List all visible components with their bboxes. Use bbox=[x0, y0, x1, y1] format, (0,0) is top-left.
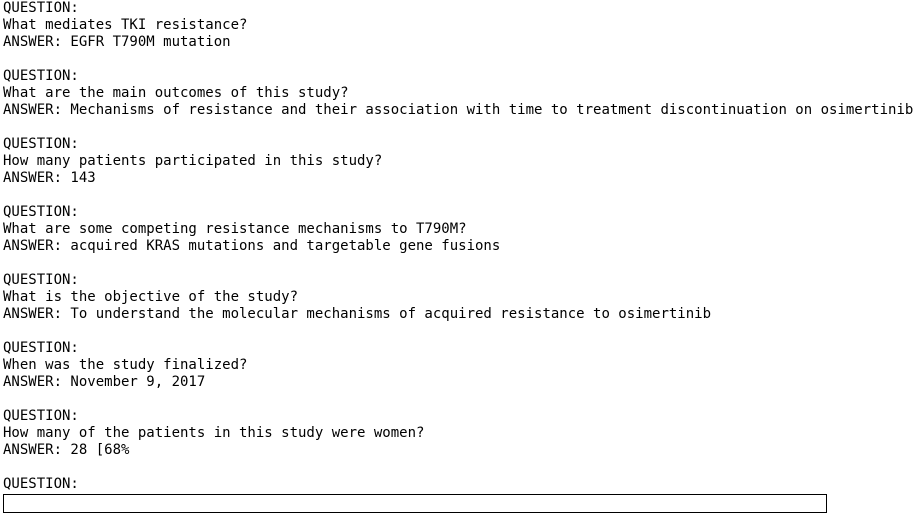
blank-line bbox=[3, 323, 916, 340]
question-label: QUESTION: bbox=[3, 136, 79, 152]
blank-line bbox=[3, 255, 916, 272]
question-text: How many patients participated in this s… bbox=[3, 153, 383, 169]
answer-text: ANSWER: 143 bbox=[3, 170, 96, 186]
blank-line bbox=[3, 187, 916, 204]
question-input[interactable] bbox=[3, 494, 827, 513]
blank-line bbox=[3, 51, 916, 68]
qa-item: QUESTION: What are some competing resista… bbox=[3, 204, 916, 272]
question-text: How many of the patients in this study w… bbox=[3, 425, 425, 441]
question-text: What is the objective of the study? bbox=[3, 289, 299, 305]
qa-item: QUESTION: When was the study finalized? AN… bbox=[3, 340, 916, 408]
question-label: QUESTION: bbox=[3, 0, 79, 16]
qa-item: QUESTION: What is the objective of the st… bbox=[3, 272, 916, 340]
answer-text: ANSWER: EGFR T790M mutation bbox=[3, 34, 231, 50]
question-text: What are the main outcomes of this study… bbox=[3, 85, 349, 101]
blank-line bbox=[3, 119, 916, 136]
question-label: QUESTION: bbox=[3, 340, 79, 356]
qa-item: QUESTION: How many of the patients in thi… bbox=[3, 408, 916, 476]
answer-text: ANSWER: 28 [68% bbox=[3, 442, 130, 458]
blank-line bbox=[3, 459, 916, 476]
question-label: QUESTION: bbox=[3, 408, 79, 424]
question-label: QUESTION: bbox=[3, 204, 79, 220]
question-label: QUESTION: bbox=[3, 68, 79, 84]
question-text: What mediates TKI resistance? bbox=[3, 17, 248, 33]
answer-text: ANSWER: Mechanisms of resistance and the… bbox=[3, 102, 914, 118]
qa-log: QUESTION: What mediates TKI resistance? AN… bbox=[3, 0, 916, 476]
prompt-label: QUESTION: bbox=[3, 476, 79, 492]
answer-text: ANSWER: November 9, 2017 bbox=[3, 374, 206, 390]
qa-item: QUESTION: What mediates TKI resistance? AN… bbox=[3, 0, 916, 68]
qa-item: QUESTION: How many patients participated … bbox=[3, 136, 916, 204]
answer-text: ANSWER: acquired KRAS mutations and targ… bbox=[3, 238, 501, 254]
question-text: When was the study finalized? bbox=[3, 357, 248, 373]
blank-line bbox=[3, 391, 916, 408]
answer-text: ANSWER: To understand the molecular mech… bbox=[3, 306, 712, 322]
question-label: QUESTION: bbox=[3, 272, 79, 288]
question-text: What are some competing resistance mecha… bbox=[3, 221, 467, 237]
qa-item: QUESTION: What are the main outcomes of t… bbox=[3, 68, 916, 136]
